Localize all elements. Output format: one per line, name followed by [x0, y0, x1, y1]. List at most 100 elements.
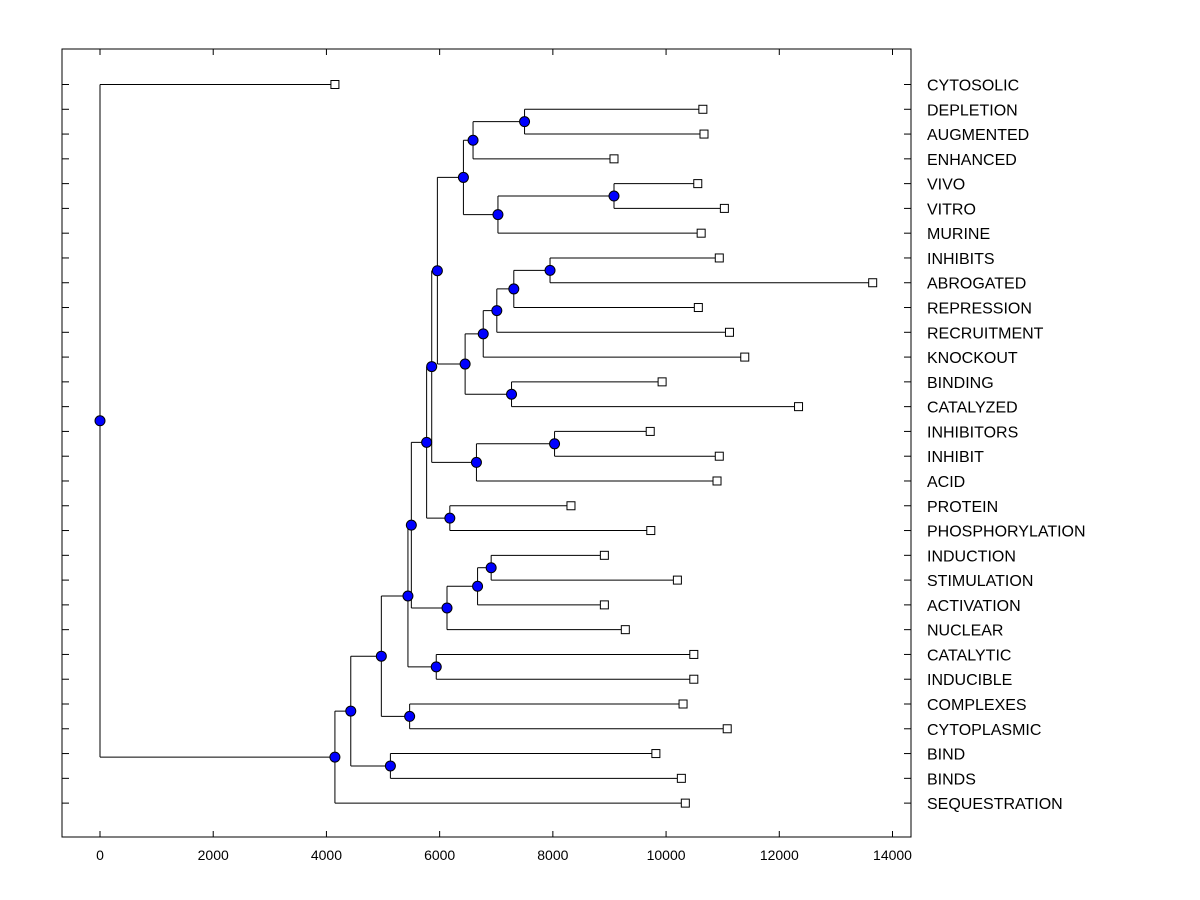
- merge-node: [426, 361, 438, 373]
- leaf-label: CYTOSOLIC: [927, 78, 1019, 95]
- x-tick-label: 6000: [424, 847, 455, 863]
- leaf-label: CATALYZED: [927, 400, 1018, 417]
- leaf-marker: [693, 303, 703, 313]
- x-tick-label: 4000: [311, 847, 342, 863]
- merge-node: [431, 265, 443, 277]
- leaf-markers: [330, 80, 878, 808]
- plot-frame: [61, 48, 912, 838]
- x-tick-label: 8000: [537, 847, 568, 863]
- merge-node: [492, 209, 504, 221]
- merge-node: [421, 436, 433, 448]
- leaf-label: VITRO: [927, 201, 976, 218]
- leaf-marker: [620, 625, 630, 635]
- x-tick-label: 14000: [873, 847, 912, 863]
- leaf-marker: [714, 253, 724, 263]
- merge-node: [608, 190, 620, 202]
- merge-node: [477, 328, 489, 340]
- leaf-marker: [868, 278, 878, 288]
- leaf-labels: CYTOSOLIC DEPLETION AUGMENTED ENHANCED VIVO V…: [927, 78, 1086, 814]
- merge-node: [549, 438, 561, 450]
- leaf-label: VIVO: [927, 177, 965, 194]
- leaf-marker: [722, 724, 732, 734]
- merge-node: [444, 512, 456, 524]
- leaf-marker: [689, 674, 699, 684]
- leaf-label: NUCLEAR: [927, 623, 1003, 640]
- leaf-label: PHOSPHORYLATION: [927, 524, 1086, 541]
- merge-node: [506, 388, 518, 400]
- merge-nodes: [94, 116, 620, 772]
- dendrogram-links: [99, 84, 873, 804]
- leaf-label: BINDS: [927, 771, 976, 788]
- merge-node: [441, 602, 453, 614]
- leaf-marker: [646, 526, 656, 536]
- leaf-marker: [678, 699, 688, 709]
- x-tick-label: 10000: [647, 847, 686, 863]
- leaf-marker: [699, 129, 709, 139]
- x-tick-label: 12000: [760, 847, 799, 863]
- leaf-marker: [719, 203, 729, 213]
- leaf-marker: [724, 327, 734, 337]
- leaf-label: CATALYTIC: [927, 647, 1011, 664]
- merge-node: [375, 650, 387, 662]
- leaf-marker: [657, 377, 667, 387]
- merge-node: [459, 358, 471, 370]
- leaf-marker: [599, 600, 609, 610]
- leaf-label: INDUCIBLE: [927, 672, 1012, 689]
- merge-node: [472, 580, 484, 592]
- merge-node: [404, 710, 416, 722]
- merge-node: [519, 116, 531, 128]
- leaf-label: ENHANCED: [927, 152, 1017, 169]
- leaf-marker: [714, 451, 724, 461]
- merge-node: [470, 456, 482, 468]
- leaf-label: KNOCKOUT: [927, 350, 1018, 367]
- merge-node: [405, 519, 417, 531]
- leaf-label: RECRUITMENT: [927, 325, 1044, 342]
- leaf-marker: [689, 649, 699, 659]
- merge-node: [485, 562, 497, 574]
- merge-node: [402, 590, 414, 602]
- merge-node: [467, 134, 479, 146]
- leaf-label: CYTOPLASMIC: [927, 722, 1041, 739]
- leaf-marker: [693, 179, 703, 189]
- leaf-marker: [566, 501, 576, 511]
- leaf-label: INHIBITS: [927, 251, 995, 268]
- leaf-marker: [680, 798, 690, 808]
- merge-node: [384, 760, 396, 772]
- leaf-label: MURINE: [927, 226, 990, 243]
- leaf-label: BIND: [927, 747, 965, 764]
- leaf-label: PROTEIN: [927, 499, 998, 516]
- leaf-marker: [698, 104, 708, 114]
- leaf-marker: [651, 749, 661, 759]
- leaf-label: INHIBIT: [927, 449, 984, 466]
- leaf-marker: [330, 80, 340, 89]
- x-tick-label: 0: [96, 847, 104, 863]
- merge-node: [457, 171, 469, 183]
- leaf-label: COMPLEXES: [927, 697, 1027, 714]
- leaf-label: SEQUESTRATION: [927, 796, 1063, 813]
- leaf-marker: [740, 352, 750, 362]
- x-tick-labels: 0 2000 4000 6000 8000 10000 12000 14000: [96, 847, 912, 863]
- leaf-label: INHIBITORS: [927, 424, 1018, 441]
- x-tick-label: 2000: [198, 847, 229, 863]
- leaf-label: DEPLETION: [927, 102, 1018, 119]
- merge-node: [430, 661, 442, 673]
- leaf-label: ACTIVATION: [927, 598, 1021, 615]
- merge-node: [345, 705, 357, 717]
- merge-node: [508, 283, 520, 295]
- leaf-marker: [599, 550, 609, 560]
- axis-ticks: [62, 49, 911, 837]
- leaf-marker: [609, 154, 619, 164]
- leaf-label: ABROGATED: [927, 276, 1026, 293]
- merge-node: [329, 751, 341, 763]
- merge-node: [94, 415, 106, 427]
- leaf-marker: [794, 402, 804, 412]
- leaf-label: BINDING: [927, 375, 994, 392]
- leaf-marker: [712, 476, 722, 486]
- leaf-marker: [672, 575, 682, 585]
- leaf-marker: [645, 426, 655, 436]
- leaf-label: AUGMENTED: [927, 127, 1029, 144]
- leaf-label: ACID: [927, 474, 965, 491]
- leaf-marker: [676, 773, 686, 783]
- leaf-label: REPRESSION: [927, 301, 1032, 318]
